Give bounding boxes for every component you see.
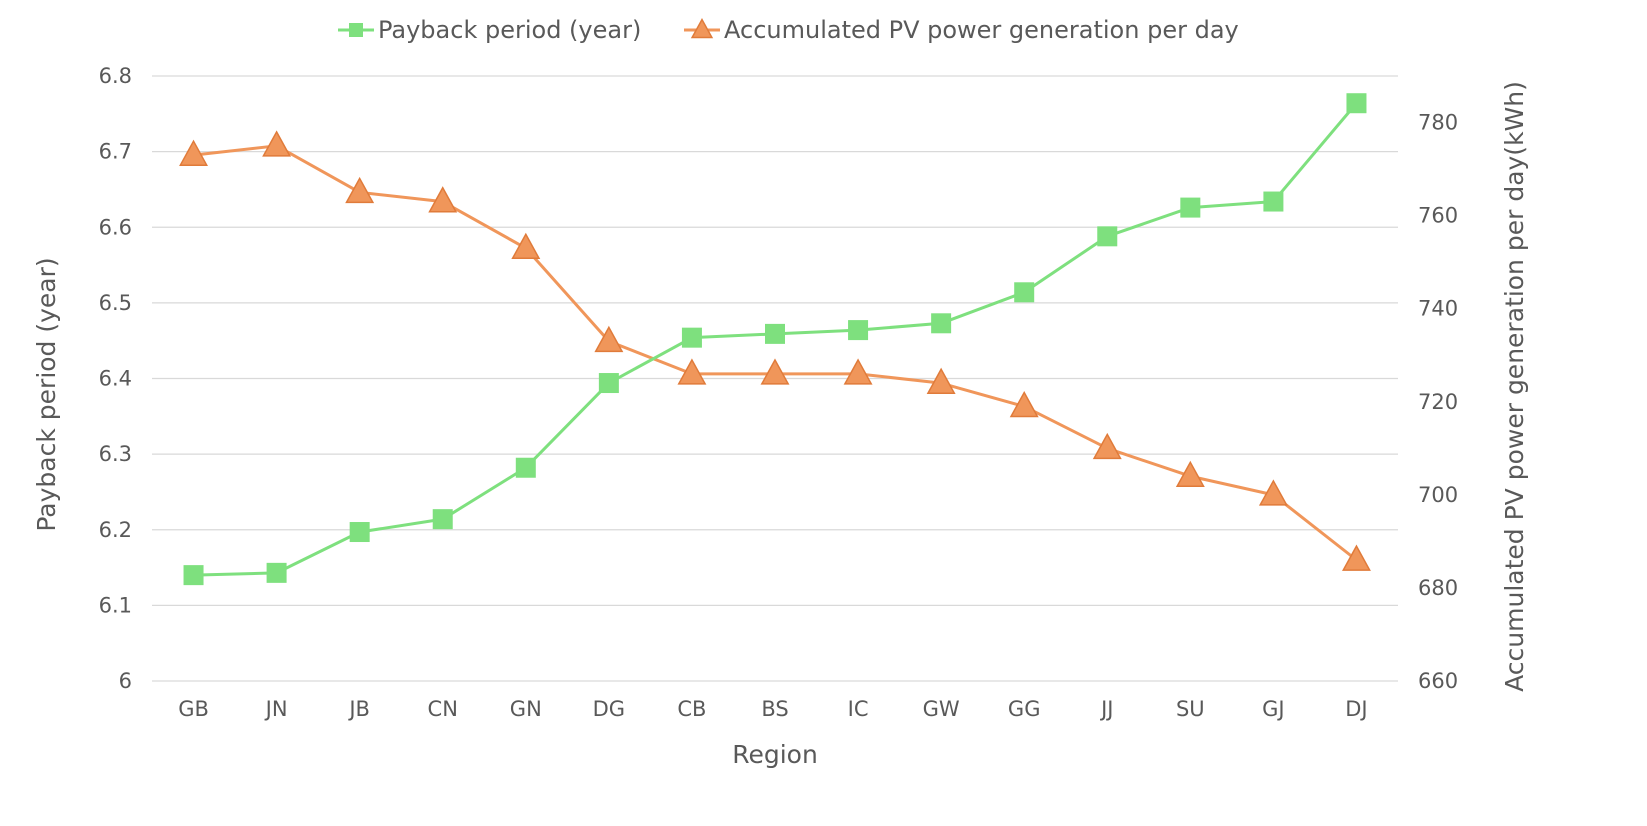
pv-generation-point bbox=[594, 325, 624, 353]
legend-payback-label: Payback period (year) bbox=[378, 16, 641, 44]
pv-generation-point bbox=[1009, 390, 1039, 418]
x-tick-label: DJ bbox=[1345, 697, 1367, 721]
x-tick-label: BS bbox=[761, 697, 788, 721]
y2-tick-label: 700 bbox=[1418, 483, 1458, 507]
axes: 6 6.1 6.2 6.3 6.4 6.5 6.6 6.7 6.8 660 680 700 720 740… bbox=[32, 64, 1529, 769]
y2-tick-label: 780 bbox=[1418, 111, 1458, 135]
pv-generation-point bbox=[1258, 479, 1288, 506]
x-tick-label: GW bbox=[923, 697, 960, 721]
legend-pv-generation-label: Accumulated PV power generation per day bbox=[724, 16, 1239, 44]
payback-point bbox=[349, 522, 370, 543]
payback-point bbox=[1346, 93, 1367, 114]
x-tick-label: IC bbox=[848, 697, 869, 721]
pv-generation-point bbox=[926, 367, 956, 394]
payback-point bbox=[515, 457, 536, 478]
payback-point bbox=[931, 313, 952, 334]
pv-generation-point bbox=[1341, 544, 1371, 571]
y2-tick-label: 680 bbox=[1418, 576, 1458, 600]
pv-generation-point bbox=[760, 358, 790, 385]
x-tick-label: GJ bbox=[1262, 697, 1284, 721]
y2-tick-label: 760 bbox=[1418, 204, 1458, 228]
pv-generation-point bbox=[1175, 460, 1205, 488]
payback-point bbox=[1180, 197, 1201, 218]
y2-tick-label: 740 bbox=[1418, 297, 1458, 321]
payback-point bbox=[1097, 226, 1118, 247]
payback-point bbox=[681, 327, 702, 348]
pv-generation-point bbox=[511, 232, 541, 260]
x-tick-label: GB bbox=[178, 697, 209, 721]
payback-point bbox=[765, 323, 785, 344]
y-axis-title: Payback period (year) bbox=[32, 257, 61, 531]
x-tick-label: GN bbox=[510, 697, 542, 721]
payback-point bbox=[432, 509, 453, 530]
x-tick-label: GG bbox=[1008, 697, 1041, 721]
payback-point bbox=[266, 562, 287, 583]
x-tick-label: JB bbox=[347, 697, 370, 721]
payback-point bbox=[1263, 191, 1284, 212]
y-tick-label: 6.3 bbox=[99, 442, 132, 466]
pv-generation-point bbox=[677, 358, 707, 385]
legend-pv-generation-marker bbox=[690, 18, 714, 39]
y-tick-label: 6.1 bbox=[99, 593, 132, 617]
y2-tick-label: 720 bbox=[1418, 390, 1458, 414]
pv-generation-point bbox=[843, 358, 873, 385]
legend: Payback period (year) Accumulated PV powe… bbox=[338, 16, 1239, 44]
payback-point bbox=[1014, 282, 1035, 303]
pv-generation-point bbox=[428, 186, 458, 213]
y-tick-label: 6.4 bbox=[99, 367, 132, 391]
payback-point bbox=[183, 565, 204, 586]
y-tick-label: 6.6 bbox=[99, 215, 132, 239]
pv-generation-point bbox=[1092, 432, 1122, 460]
y2-axis-title: Accumulated PV power generation per day(… bbox=[1500, 81, 1529, 692]
pv-generation-point bbox=[262, 130, 292, 157]
x-tick-label: JN bbox=[264, 697, 288, 721]
y-tick-label: 6.7 bbox=[99, 140, 132, 164]
y-tick-label: 6.5 bbox=[99, 291, 132, 315]
y2-tick-label: 660 bbox=[1418, 669, 1458, 693]
y-tick-label: 6.8 bbox=[99, 64, 132, 88]
x-tick-label: DG bbox=[593, 697, 625, 721]
y-tick-label: 6 bbox=[119, 669, 132, 693]
x-tick-label: SU bbox=[1176, 697, 1205, 721]
payback-point bbox=[598, 373, 619, 394]
payback-point bbox=[848, 320, 869, 341]
x-axis-title: Region bbox=[732, 740, 818, 769]
pv-generation-point bbox=[179, 139, 209, 166]
x-tick-label: JJ bbox=[1099, 697, 1113, 721]
x-tick-label: CB bbox=[677, 697, 706, 721]
pv-generation-point bbox=[345, 176, 375, 204]
legend-payback-marker bbox=[349, 23, 363, 37]
x-tick-label: CN bbox=[428, 697, 458, 721]
y-tick-label: 6.2 bbox=[99, 518, 132, 542]
series bbox=[179, 93, 1371, 586]
